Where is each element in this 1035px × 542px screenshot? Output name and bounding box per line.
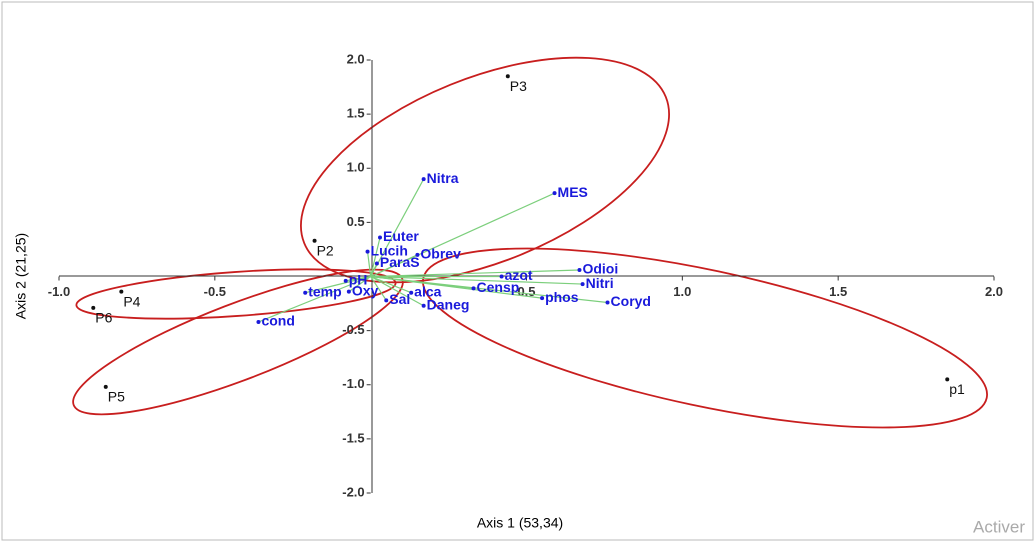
vector-line	[305, 275, 371, 294]
vector-label: Nitri	[586, 275, 614, 291]
vector-line	[370, 263, 378, 277]
sample-label: P3	[510, 78, 527, 94]
x-tick-label: -0.5	[204, 284, 226, 299]
vector-line	[370, 237, 381, 277]
vector-line	[370, 269, 580, 278]
vector-label: Obrev	[420, 246, 461, 262]
vector-point	[499, 274, 504, 279]
vector-point	[580, 282, 585, 287]
vector-point	[409, 290, 414, 295]
y-tick-label: -1.5	[342, 430, 364, 445]
vector-label: Daneg	[427, 296, 470, 312]
vector-line	[370, 276, 387, 301]
sample-point	[312, 238, 317, 243]
vector-point	[374, 261, 379, 266]
vector-point	[256, 319, 261, 324]
vector-label: ParaS	[380, 254, 420, 270]
vector-line	[348, 276, 372, 293]
vector-point	[540, 296, 545, 301]
sample-point	[103, 384, 108, 389]
sample-point	[945, 377, 950, 382]
vector-label: Sal	[389, 291, 410, 307]
vector-label: Odioi	[582, 261, 618, 277]
sample-label: P5	[108, 389, 125, 405]
vector-line	[370, 275, 583, 285]
vector-line	[370, 275, 424, 307]
y-tick-label: 0.5	[347, 214, 365, 229]
vector-line	[370, 178, 425, 277]
vector-label: Lucih	[371, 242, 408, 258]
sample-point	[91, 305, 96, 310]
vector-label: Censp	[477, 279, 520, 295]
x-tick-label: 1.5	[829, 284, 847, 299]
vector-point	[346, 289, 351, 294]
vector-point	[303, 290, 308, 295]
vector-label: Coryd	[611, 293, 651, 309]
x-tick-label: 2.0	[985, 284, 1003, 299]
vector-line	[258, 275, 371, 323]
ellipse	[300, 56, 670, 284]
sample-point	[505, 74, 510, 79]
sample-point	[119, 289, 124, 294]
y-tick-label: 1.5	[347, 106, 365, 121]
vector-label: MES	[558, 184, 588, 200]
ellipse	[75, 268, 397, 320]
vector-point	[384, 298, 389, 303]
x-tick-label: -1.0	[48, 284, 70, 299]
vector-line	[370, 275, 412, 294]
vector-label: Euter	[383, 228, 419, 244]
vector-label: alca	[414, 283, 441, 299]
vector-point	[421, 177, 426, 182]
vector-line	[370, 254, 418, 278]
y-tick-label: -2.0	[342, 484, 364, 499]
sample-label: p1	[949, 381, 965, 397]
vector-label: cond	[261, 313, 294, 329]
ellipse	[72, 268, 404, 416]
vector-point	[378, 235, 383, 240]
x-tick-label: 1.0	[673, 284, 691, 299]
vector-label: temp	[308, 283, 341, 299]
vector-point	[605, 300, 610, 305]
y-tick-label: -1.0	[342, 376, 364, 391]
x-axis-label: Axis 1 (53,34)	[477, 515, 563, 531]
vector-point	[421, 303, 426, 308]
vector-point	[471, 286, 476, 291]
vector-point	[365, 249, 370, 254]
vector-line	[370, 275, 608, 304]
sample-label: P6	[95, 310, 112, 326]
vector-point	[415, 252, 420, 257]
y-tick-label: -0.5	[342, 322, 364, 337]
vector-label: phos	[545, 289, 579, 305]
vector-label: Nitra	[427, 170, 459, 186]
vector-label: Oxy	[352, 282, 379, 298]
sample-label: P4	[123, 293, 140, 309]
vector-point	[343, 278, 348, 283]
y-tick-label: 2.0	[347, 51, 365, 66]
watermark: Activer	[973, 517, 1025, 536]
y-axis-label: Axis 2 (21,25)	[13, 233, 29, 319]
vector-point	[552, 191, 557, 196]
vector-point	[577, 268, 582, 273]
sample-label: P2	[317, 242, 334, 258]
vector-label: azot	[505, 267, 533, 283]
vector-line	[366, 251, 372, 277]
y-tick-label: 1.0	[347, 160, 365, 175]
vector-label: pH	[349, 272, 368, 288]
